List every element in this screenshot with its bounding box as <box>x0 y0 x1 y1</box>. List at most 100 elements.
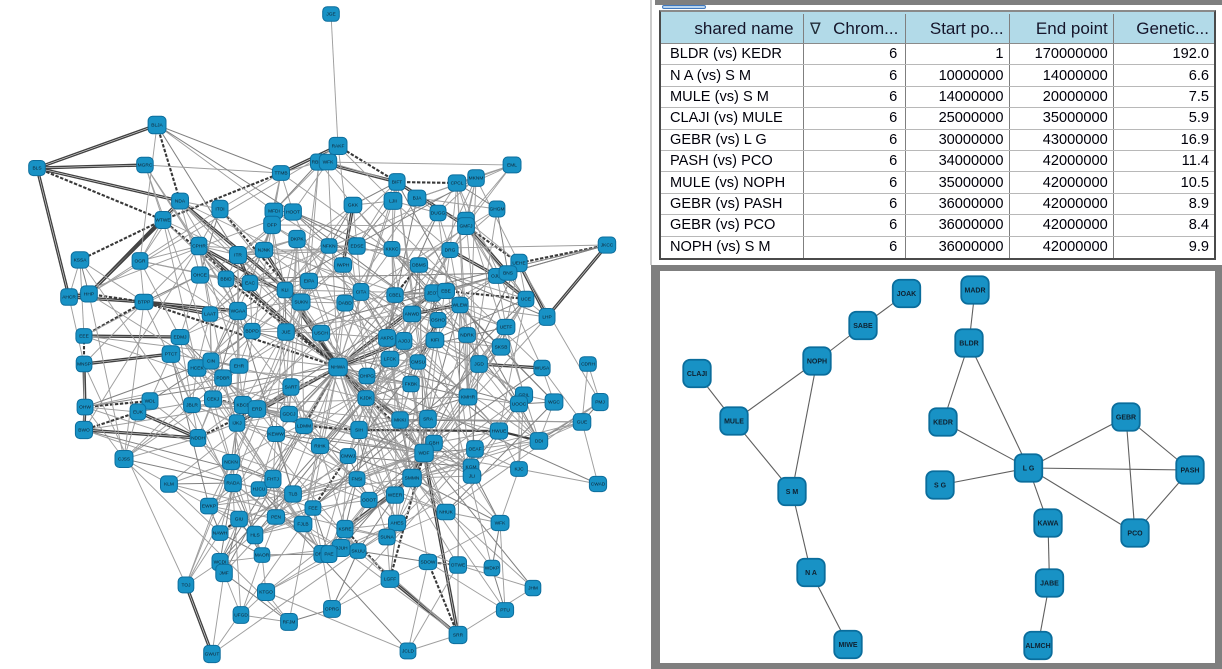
svg-text:OSHO: OSHO <box>431 318 445 324</box>
svg-text:FNSI: FNSI <box>352 477 363 483</box>
svg-text:DABD: DABD <box>338 301 352 307</box>
svg-text:RFJM: RFJM <box>283 620 296 626</box>
svg-text:NJNK: NJNK <box>258 248 271 254</box>
svg-text:JOAK: JOAK <box>897 291 916 298</box>
svg-text:WDKP: WDKP <box>485 566 499 572</box>
svg-text:EDSE: EDSE <box>350 244 363 250</box>
svg-text:NAWH: NAWH <box>213 531 228 537</box>
svg-text:KJC: KJC <box>514 467 524 473</box>
svg-text:HCEK: HCEK <box>190 366 204 372</box>
svg-text:AHES: AHES <box>390 521 403 527</box>
svg-text:KJDK: KJDK <box>360 396 373 402</box>
svg-text:DKPK: DKPK <box>290 237 304 243</box>
svg-text:NHWA: NHWA <box>331 365 346 371</box>
svg-text:LGFF: LGFF <box>384 577 396 583</box>
svg-text:UEHE: UEHE <box>512 261 525 267</box>
svg-text:KEWW: KEWW <box>268 432 284 438</box>
svg-text:PAE: PAE <box>324 552 333 558</box>
svg-text:KBCB: KBCB <box>236 403 249 409</box>
svg-text:NDDH: NDDH <box>191 436 205 442</box>
svg-text:AJOJ: AJOJ <box>398 339 410 345</box>
svg-text:LFCK: LFCK <box>384 357 397 363</box>
svg-text:BLDR: BLDR <box>959 340 978 347</box>
svg-text:HLS: HLS <box>250 533 259 539</box>
svg-text:ITR: ITR <box>234 253 242 259</box>
svg-text:WTWE: WTWE <box>155 218 170 224</box>
svg-text:OGR: OGR <box>135 259 146 265</box>
svg-text:JBLR: JBLR <box>186 403 198 409</box>
svg-text:GWUT: GWUT <box>205 652 220 658</box>
svg-text:TOJ: TOJ <box>182 583 192 589</box>
svg-text:JMF: JMF <box>219 571 228 577</box>
svg-text:S G: S G <box>934 482 947 489</box>
svg-text:DFP: DFP <box>267 223 277 229</box>
svg-text:OOOT: OOOT <box>362 498 376 504</box>
svg-text:BBID: BBID <box>220 277 232 283</box>
svg-text:S M: S M <box>786 489 799 496</box>
svg-text:KSSA: KSSA <box>74 258 88 264</box>
svg-text:LDMM: LDMM <box>297 424 311 430</box>
svg-text:CPHR: CPHR <box>192 244 206 250</box>
svg-text:WGAA: WGAA <box>231 309 246 315</box>
svg-text:AHCR: AHCR <box>62 295 76 301</box>
svg-text:PASH: PASH <box>1181 467 1200 474</box>
svg-text:WDF: WDF <box>419 451 430 457</box>
svg-text:DRG: DRG <box>445 248 456 254</box>
svg-text:HWUE: HWUE <box>492 429 507 435</box>
svg-text:SDOW: SDOW <box>421 560 436 566</box>
svg-text:GPIL: GPIL <box>519 393 530 399</box>
svg-text:SART: SART <box>285 385 298 391</box>
svg-text:KEDR: KEDR <box>933 419 953 426</box>
svg-text:OPRG: OPRG <box>325 607 339 613</box>
svg-text:DHPG: DHPG <box>360 374 374 380</box>
svg-text:GIU: GIU <box>235 517 244 523</box>
svg-text:FKBK: FKBK <box>405 382 418 388</box>
svg-text:PDBR: PDBR <box>216 376 230 382</box>
svg-text:OJUJ: OJUJ <box>491 274 504 280</box>
svg-text:MAOR: MAOR <box>255 553 270 559</box>
svg-text:NFKN: NFKN <box>322 244 336 250</box>
svg-text:DUGG: DUGG <box>431 211 446 217</box>
svg-text:JHM: JHM <box>528 586 538 592</box>
svg-text:BLJA: BLJA <box>151 123 163 129</box>
svg-text:JABE: JABE <box>1040 580 1059 587</box>
svg-text:OJUH: OJUH <box>334 546 348 552</box>
svg-text:PCO: PCO <box>1127 530 1143 537</box>
svg-text:MKKI: MKKI <box>394 418 406 424</box>
svg-text:IWPH: IWPH <box>337 263 350 269</box>
svg-text:NDRK: NDRK <box>460 333 474 339</box>
svg-text:WGC: WGC <box>548 400 560 406</box>
svg-text:LHP: LHP <box>542 315 551 321</box>
svg-text:SKUU: SKUU <box>351 549 365 555</box>
svg-text:GBH: GBH <box>429 441 440 447</box>
svg-text:JUE: JUE <box>281 330 290 336</box>
svg-text:AKPG: AKPG <box>380 336 394 342</box>
svg-text:MIWE: MIWE <box>838 642 857 649</box>
svg-text:EWKP: EWKP <box>202 504 216 510</box>
svg-text:WCDI: WCDI <box>214 560 227 566</box>
svg-text:EUK: EUK <box>133 410 144 416</box>
svg-text:CMSU: CMSU <box>411 360 426 366</box>
svg-text:JGE: JGE <box>326 12 335 18</box>
svg-text:NDA: NDA <box>175 199 186 205</box>
svg-text:SMMN: SMMN <box>405 476 420 482</box>
svg-text:BLS: BLS <box>32 166 41 172</box>
svg-text:EAC: EAC <box>245 281 255 287</box>
svg-text:CBEL: CBEL <box>389 293 402 299</box>
svg-text:KSRE: KSRE <box>338 527 351 533</box>
svg-text:L G: L G <box>1023 465 1035 472</box>
svg-text:CDRH: CDRH <box>581 362 595 368</box>
svg-text:CWAD: CWAD <box>591 482 606 488</box>
svg-text:BDPD: BDPD <box>245 329 259 335</box>
svg-text:SKSB: SKSB <box>495 345 508 351</box>
svg-text:MGRC: MGRC <box>138 163 153 169</box>
svg-text:DBMS: DBMS <box>412 263 426 269</box>
svg-text:UOOC: UOOC <box>512 402 527 408</box>
svg-text:LJII: LJII <box>389 199 397 205</box>
svg-text:MFDI: MFDI <box>268 209 280 215</box>
svg-text:GUE: GUE <box>577 420 587 426</box>
svg-text:MADR: MADR <box>965 287 986 294</box>
svg-text:WEER: WEER <box>388 493 403 499</box>
svg-text:SUNA: SUNA <box>380 535 394 541</box>
svg-text:JGD: JGD <box>474 362 484 368</box>
